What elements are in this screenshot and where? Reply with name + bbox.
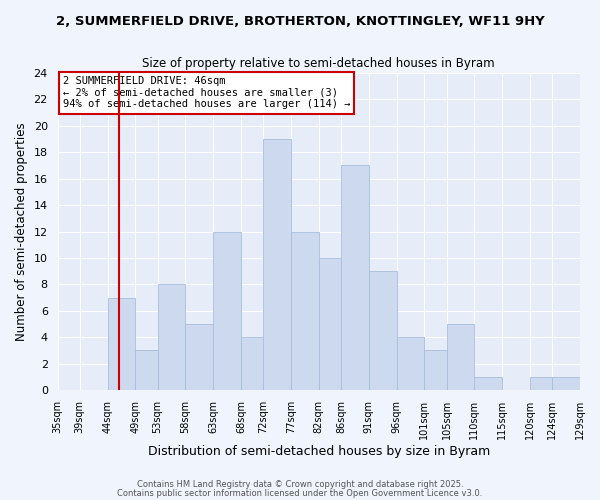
Bar [530, 377, 552, 390]
Bar [341, 166, 369, 390]
Text: Contains HM Land Registry data © Crown copyright and database right 2025.: Contains HM Land Registry data © Crown c… [137, 480, 463, 489]
Bar [319, 258, 341, 390]
Bar [369, 271, 397, 390]
Title: Size of property relative to semi-detached houses in Byram: Size of property relative to semi-detach… [142, 58, 495, 70]
Bar [424, 350, 446, 390]
Bar [475, 377, 502, 390]
Bar [446, 324, 475, 390]
Text: Contains public sector information licensed under the Open Government Licence v3: Contains public sector information licen… [118, 489, 482, 498]
Bar [397, 337, 424, 390]
Bar [185, 324, 213, 390]
Text: 2, SUMMERFIELD DRIVE, BROTHERTON, KNOTTINGLEY, WF11 9HY: 2, SUMMERFIELD DRIVE, BROTHERTON, KNOTTI… [56, 15, 544, 28]
Bar [241, 337, 263, 390]
Bar [291, 232, 319, 390]
Bar [552, 377, 580, 390]
X-axis label: Distribution of semi-detached houses by size in Byram: Distribution of semi-detached houses by … [148, 444, 490, 458]
Bar [107, 298, 136, 390]
Bar [213, 232, 241, 390]
Text: 2 SUMMERFIELD DRIVE: 46sqm
← 2% of semi-detached houses are smaller (3)
94% of s: 2 SUMMERFIELD DRIVE: 46sqm ← 2% of semi-… [63, 76, 350, 110]
Bar [263, 139, 291, 390]
Y-axis label: Number of semi-detached properties: Number of semi-detached properties [15, 122, 28, 341]
Bar [158, 284, 185, 390]
Bar [136, 350, 158, 390]
